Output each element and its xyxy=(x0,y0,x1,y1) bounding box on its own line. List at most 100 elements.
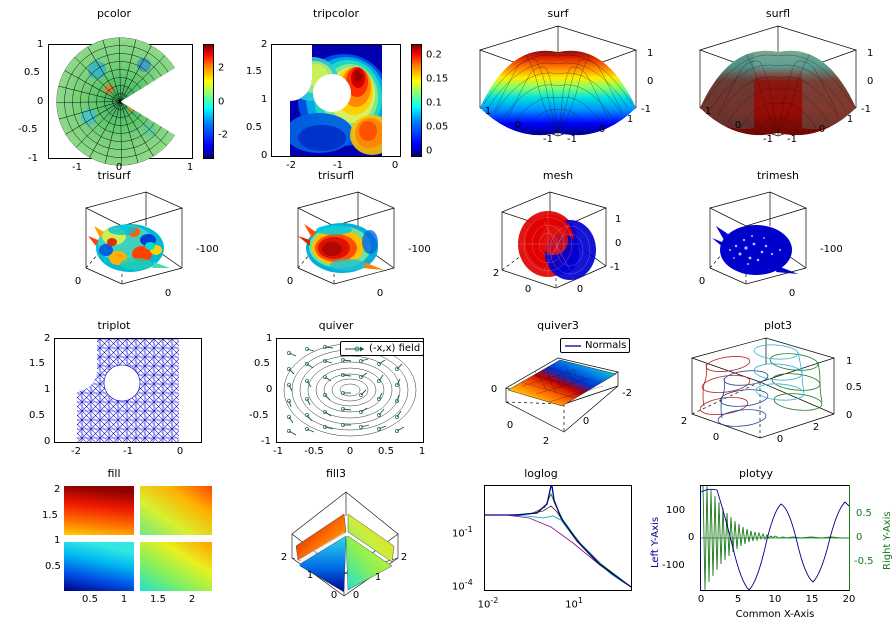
panel-title-mesh: mesh xyxy=(542,169,574,182)
surf-ztick-0: -1 xyxy=(641,104,651,115)
fill-ytick-2: 1.5 xyxy=(42,510,58,521)
panel-title-triplot: triplot xyxy=(97,319,131,332)
panel-title-pcolor: pcolor xyxy=(96,7,132,20)
fill-ytick-0: 0.5 xyxy=(45,561,61,572)
plot3-plot-area: 2 0 0 2 1 0.5 0 xyxy=(681,337,862,445)
surfl-ytick-1: 0 xyxy=(735,120,741,131)
tripcolor-plot-area xyxy=(290,45,382,156)
axes-loglog xyxy=(484,485,632,591)
loglog-ytick-1: 10-1 xyxy=(452,525,473,540)
legend-line-icon xyxy=(565,344,581,347)
legend-label-quiver: (-x,x) field xyxy=(369,343,421,354)
panel-title-surf: surf xyxy=(547,7,569,20)
quiver-ytick-3: 0.5 xyxy=(254,358,270,369)
loglog-xtick-1: 101 xyxy=(565,596,583,611)
plotyy-xtick-1: 5 xyxy=(734,594,742,605)
plotyy-right-ytick-2: 0.5 xyxy=(856,508,872,519)
plot3-ztick-0: 0 xyxy=(846,410,852,421)
fill3-xtick-2: 2 xyxy=(401,552,407,563)
panel-mesh: mesh 2 0 0 1 0 -1 xyxy=(450,170,666,320)
fill3-xtick-1: 1 xyxy=(375,572,381,583)
quiver-xtick-0: -1 xyxy=(273,446,283,457)
surf-ytick-2: 1 xyxy=(485,106,491,117)
quiver-xtick-2: 0 xyxy=(346,446,354,457)
loglog-curves-area xyxy=(485,485,632,588)
plotyy-right-ytick-1: 0 xyxy=(856,532,863,543)
plotyy-right-ytick-0: -0.5 xyxy=(854,556,874,567)
pcolor-cbtick-1: 0 xyxy=(218,96,225,108)
trisurfl-ytick-0: 0 xyxy=(287,276,293,287)
quiver-ytick-0: -1 xyxy=(261,436,271,447)
surfl-ztick-2: 1 xyxy=(867,48,873,59)
surf-ztick-1: 0 xyxy=(647,76,653,87)
plotyy-xtick-4: 20 xyxy=(842,594,856,605)
quiver3-ytick-0: 0 xyxy=(507,420,513,431)
fill-xtick-1: 1 xyxy=(120,594,128,605)
surfl-xtick-1: 0 xyxy=(819,124,825,135)
trimesh-ztick-0: -100 xyxy=(820,244,843,255)
fill-ytick-1: 1 xyxy=(54,535,61,546)
surf-xtick-0: -1 xyxy=(567,134,577,145)
triplot-ytick-3: 1.5 xyxy=(29,358,45,369)
surfl-xtick-2: 1 xyxy=(847,114,853,125)
legend-quiver3[interactable]: Normals xyxy=(560,338,631,353)
plot3-ztick-2: 1 xyxy=(846,356,852,367)
quiver-xtick-4: 1 xyxy=(418,446,426,457)
triplot-mesh-area xyxy=(77,339,179,442)
fill-xtick-0: 0.5 xyxy=(82,594,98,605)
surfl-plot-area: 1 0 -1 -1 0 1 1 0 -1 xyxy=(698,25,873,145)
surf-xtick-1: 0 xyxy=(599,124,605,135)
panel-title-fill: fill xyxy=(107,467,121,480)
panel-fill: fill xyxy=(6,468,222,630)
pcolor-xtick-1: 0 xyxy=(115,162,123,173)
surf-ytick-0: -1 xyxy=(543,134,553,145)
colorbar-pcolor xyxy=(203,44,214,159)
surf-ztick-2: 1 xyxy=(647,48,653,59)
panel-title-surfl: surfl xyxy=(765,7,791,20)
tripcolor-xtick-2: 0 xyxy=(391,160,399,171)
triplot-ytick-0: 0 xyxy=(44,436,51,447)
axes-pcolor xyxy=(48,37,193,166)
plotyy-right-yaxis-label: Right Y-Axis xyxy=(882,511,893,570)
plotyy-xtick-2: 10 xyxy=(768,594,782,605)
mesh-ztick-1: 0 xyxy=(615,238,621,249)
legend-label-quiver3: Normals xyxy=(585,340,627,351)
tripcolor-cbtick-1: 0.15 xyxy=(426,73,449,85)
fill3-plot-area: 2 1 0 0 1 2 xyxy=(281,491,407,601)
mesh-ytick-0: 0 xyxy=(525,284,531,295)
pcolor-ytick-4: 1 xyxy=(37,39,44,50)
tripcolor-xtick-1: -1 xyxy=(333,160,343,171)
fill-ytick-3: 2 xyxy=(54,484,61,495)
fill-patches-area xyxy=(64,486,212,591)
surfl-xtick-0: -1 xyxy=(787,134,797,145)
trisurf-ztick-0: -100 xyxy=(196,244,219,255)
tripcolor-ytick-1: 0.5 xyxy=(246,122,262,133)
panel-title-plot3: plot3 xyxy=(763,319,793,332)
plotyy-curves-area xyxy=(700,485,850,591)
plotyy-left-yaxis-label: Left Y-Axis xyxy=(650,516,661,568)
trisurfl-ztick-0: -100 xyxy=(408,244,431,255)
legend-quiver[interactable]: (-x,x) field xyxy=(340,341,425,356)
quiver3-ztick-0: -2 xyxy=(622,388,632,399)
panel-title-quiver: quiver xyxy=(318,319,354,332)
fill3-xtick-0: 0 xyxy=(353,590,359,601)
surfl-ztick-0: -1 xyxy=(861,104,871,115)
triplot-xtick-2: 0 xyxy=(176,446,184,457)
pcolor-ytick-0: -1 xyxy=(28,153,38,164)
axes-fill xyxy=(64,486,212,591)
plotyy-xtick-3: 15 xyxy=(805,594,819,605)
panel-pcolor: pcolor xyxy=(6,7,228,173)
surfl-ztick-1: 0 xyxy=(867,76,873,87)
surfl-ytick-0: -1 xyxy=(763,134,773,145)
panel-title-loglog: loglog xyxy=(524,467,558,480)
triplot-xtick-0: -2 xyxy=(71,446,81,457)
panel-quiver3: quiver3 0 xyxy=(450,320,666,468)
panel-title-tripcolor: tripcolor xyxy=(313,7,359,20)
panel-title-fill3: fill3 xyxy=(325,467,347,480)
quiver-ytick-1: -0.5 xyxy=(249,410,269,421)
tripcolor-ytick-4: 2 xyxy=(261,39,268,50)
plotyy-left-ytick-2: 100 xyxy=(666,505,686,516)
panel-trisurf: trisurf 0 0 xyxy=(6,170,222,320)
plot3-ztick-1: 0.5 xyxy=(846,382,862,393)
panel-fill3: fill3 xyxy=(228,468,444,630)
